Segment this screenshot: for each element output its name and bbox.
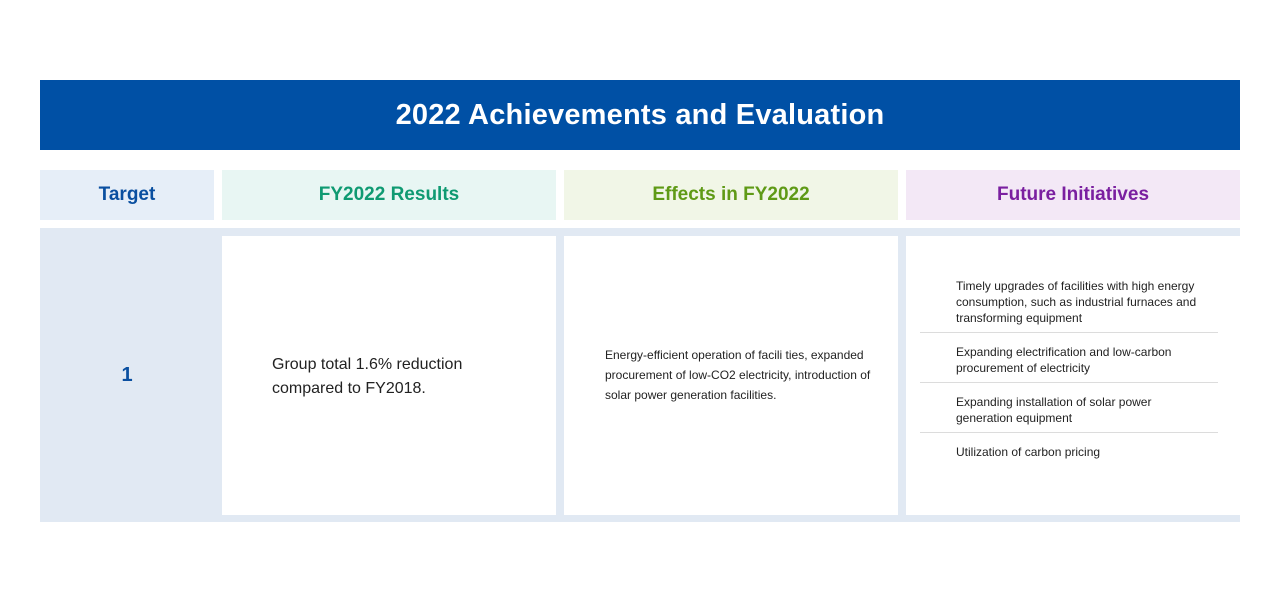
list-item: Utilization of carbon pricing xyxy=(956,445,1101,459)
header-effects-fy2022: Effects in FY2022 xyxy=(564,170,898,220)
effects-text: Energy-efficient operation of facili tie… xyxy=(605,348,871,402)
achievements-table: 2022 Achievements and Evaluation Target … xyxy=(40,80,1240,522)
header-fy2022-results: FY2022 Results xyxy=(222,170,556,220)
header-row: Target FY2022 Results Effects in FY2022 … xyxy=(40,170,1240,220)
header-future-initiatives: Future Initiatives xyxy=(906,170,1240,220)
future-initiatives-list: Timely upgrades of facilities with high … xyxy=(920,278,1218,466)
effects-cell: Energy-efficient operation of facili tie… xyxy=(564,236,898,515)
target-number: 1 xyxy=(121,363,133,386)
list-item: Timely upgrades of facilities with high … xyxy=(920,278,1218,333)
table-title: 2022 Achievements and Evaluation xyxy=(40,80,1240,150)
future-cell: Timely upgrades of facilities with high … xyxy=(906,236,1240,515)
results-cell: Group total 1.6% reduction compared to F… xyxy=(222,236,556,515)
list-item: Expanding installation of solar power ge… xyxy=(920,394,1218,433)
header-target: Target xyxy=(40,170,214,220)
results-text: Group total 1.6% reduction compared to F… xyxy=(272,356,463,397)
list-item: Expanding electrification and low-carbon… xyxy=(920,344,1218,383)
table-row: 1 Group total 1.6% reduction compared to… xyxy=(40,228,1240,522)
